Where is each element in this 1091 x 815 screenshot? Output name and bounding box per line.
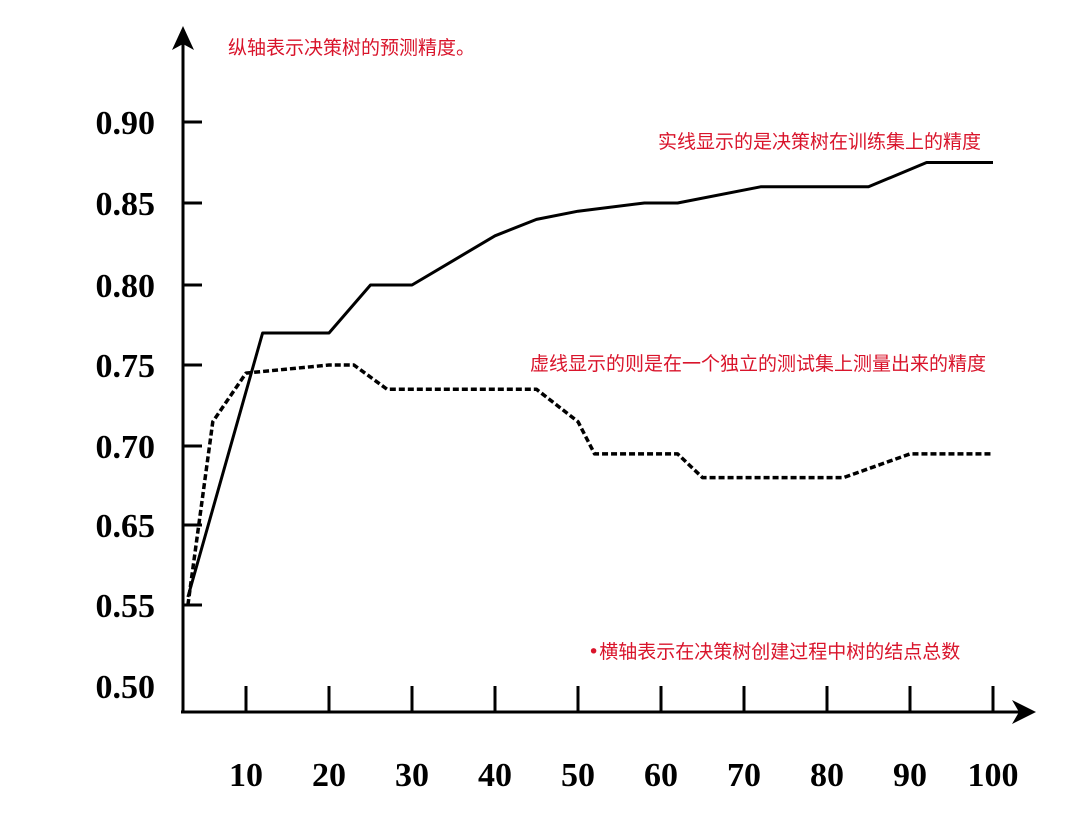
x-tick-label: 90 [893, 757, 927, 794]
y-axis [172, 26, 194, 712]
x-axis-arrow-icon [1012, 700, 1036, 724]
y-ticks: 0.50 0.55 0.65 0.70 0.75 0.80 0.85 0.90 [96, 105, 202, 706]
x-axis-annotation: •横轴表示在决策树创建过程中树的结点总数 [588, 641, 961, 663]
series-layer [186, 161, 993, 606]
x-tick-label: 60 [644, 757, 678, 794]
y-tick-label: 0.70 [96, 429, 156, 466]
x-tick-label: 30 [395, 757, 429, 794]
solid-line-annotation: 实线显示的是决策树在训练集上的精度 [658, 131, 982, 153]
solid-series-line [186, 161, 993, 598]
x-tick-label: 70 [727, 757, 761, 794]
y-tick-label: 0.90 [96, 105, 156, 142]
x-tick-label: 20 [312, 757, 346, 794]
y-axis-arrow-icon [172, 26, 194, 50]
x-axis [181, 700, 1036, 724]
y-tick-label: 0.55 [96, 588, 156, 625]
x-ticks: 10 20 30 40 50 60 70 80 90 100 [229, 686, 1019, 794]
y-tick-label: 0.65 [96, 508, 156, 545]
x-tick-label: 80 [810, 757, 844, 794]
x-tick-label: 100 [968, 757, 1019, 794]
x-tick-label: 10 [229, 757, 263, 794]
y-tick-label: 0.50 [96, 669, 156, 706]
y-axis-annotation: 纵轴表示决策树的预测精度。 [228, 37, 476, 59]
dashed-series-line [186, 363, 993, 606]
y-tick-label: 0.75 [96, 348, 156, 385]
dashed-line-annotation: 虚线显示的则是在一个独立的测试集上测量出来的精度 [530, 353, 987, 375]
x-tick-label: 40 [478, 757, 512, 794]
y-tick-label: 0.85 [96, 186, 156, 223]
y-tick-label: 0.80 [96, 268, 156, 305]
x-tick-label: 50 [561, 757, 595, 794]
